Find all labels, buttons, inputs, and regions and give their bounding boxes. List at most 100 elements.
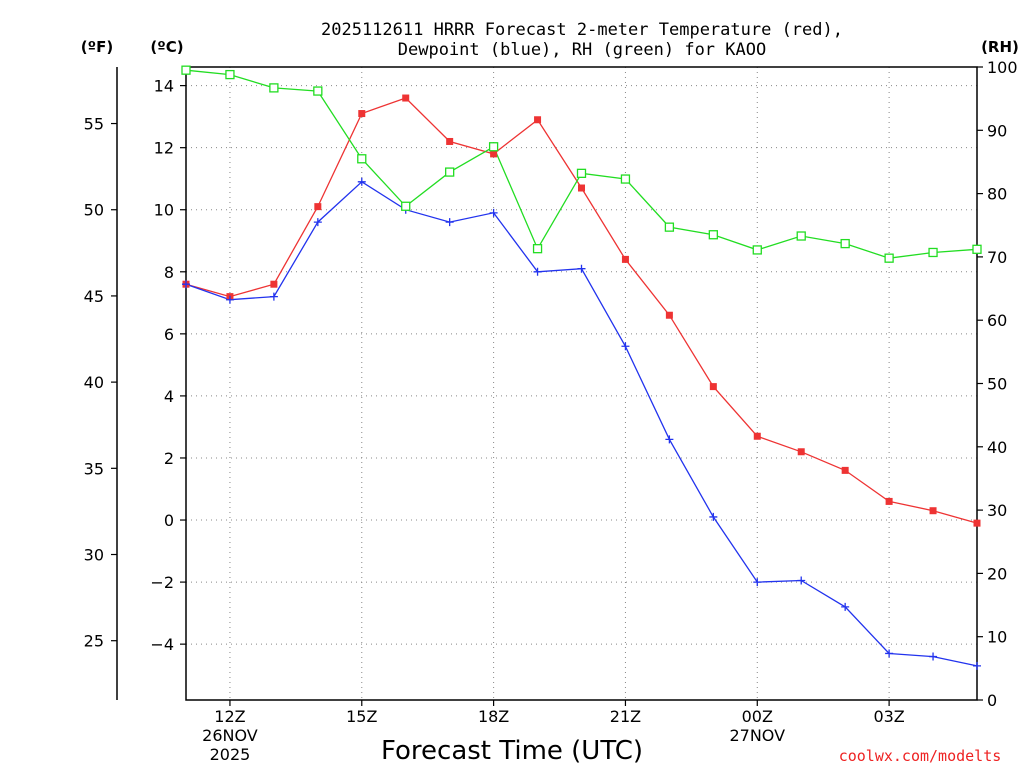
rh-point	[972, 244, 982, 254]
celsius-tick-label: 14	[154, 77, 174, 96]
dewpoint-point	[225, 295, 234, 304]
dewpoint-point	[182, 280, 190, 289]
temperature-point	[490, 150, 498, 158]
fahrenheit-tick-label: 30	[84, 546, 104, 565]
rh-tick-label: 40	[987, 438, 1007, 457]
temperature-point	[665, 311, 673, 319]
temperature-point	[797, 448, 805, 456]
celsius-tick-label: 2	[164, 449, 174, 468]
rh-point	[884, 253, 894, 263]
rh-point	[928, 247, 938, 258]
rh-point	[401, 201, 411, 211]
rh-tick-label: 0	[987, 691, 997, 710]
rh-tick-label: 60	[987, 311, 1007, 330]
x-tick-label: 21Z	[610, 707, 641, 726]
celsius-tick-label: 8	[164, 263, 174, 282]
rh-point	[752, 245, 762, 255]
temperature-point	[402, 94, 410, 102]
rh-tick-label: 20	[987, 564, 1007, 583]
dewpoint-point	[621, 342, 630, 351]
dewpoint-point	[753, 578, 762, 587]
rh-point	[664, 222, 675, 232]
grid-lines	[186, 67, 977, 700]
rh-point	[225, 69, 235, 80]
dewpoint-point	[489, 208, 498, 217]
temperature-point	[621, 255, 629, 263]
rh-point	[840, 238, 850, 249]
temperature-point	[929, 507, 937, 515]
fahrenheit-tick-label: 55	[84, 115, 104, 134]
dewpoint-point	[357, 177, 366, 186]
x-tick-label: 00Z	[742, 707, 773, 726]
temperature-point	[358, 110, 366, 118]
x-axis-title: Forecast Time (UTC)	[381, 736, 643, 766]
celsius-tick-label: 10	[154, 201, 174, 220]
dewpoint-line	[185, 180, 978, 667]
celsius-axis-unit: (ºC)	[150, 38, 183, 56]
temperature-point	[270, 280, 278, 288]
fahrenheit-tick-label: 35	[84, 459, 104, 478]
rh-tick-label: 70	[987, 248, 1007, 267]
rh-tick-label: 90	[987, 121, 1007, 140]
temperature-point	[709, 383, 717, 391]
temperature-point	[446, 137, 454, 145]
rh-point	[357, 154, 367, 164]
rh-point	[269, 83, 279, 93]
fahrenheit-tick-label: 40	[84, 373, 104, 392]
dewpoint-point	[269, 292, 278, 301]
temperature-point	[973, 519, 981, 527]
x-tick-label: 12Z	[214, 707, 245, 726]
chart-title-line-1: 2025112611 HRRR Forecast 2-meter Tempera…	[321, 20, 843, 40]
source-credit: coolwx.com/modelts	[839, 747, 1002, 765]
x-tick-date: 26NOV	[202, 726, 258, 745]
plot-frame	[185, 66, 978, 701]
dewpoint-point	[445, 218, 454, 227]
dewpoint-point	[797, 576, 806, 585]
x-tick-label: 18Z	[478, 707, 509, 726]
rh-tick-label: 50	[987, 375, 1007, 394]
temperature-point	[841, 466, 849, 474]
dewpoint-point	[841, 602, 850, 611]
fahrenheit-tick-label: 25	[84, 632, 104, 651]
rh-point	[313, 86, 323, 96]
rh-point	[620, 174, 631, 184]
dewpoint-point	[665, 435, 674, 444]
temperature-point	[534, 116, 542, 124]
rh-point	[488, 142, 499, 152]
temperature-line	[185, 97, 978, 524]
celsius-tick-label: 4	[164, 387, 174, 406]
rh-point	[796, 231, 806, 241]
temperature-point	[885, 497, 893, 505]
rh-point	[708, 230, 718, 240]
temperature-point	[314, 203, 322, 211]
series-markers	[181, 65, 982, 670]
rh-point	[576, 168, 587, 178]
dewpoint-point	[929, 652, 938, 661]
x-tick-year: 2025	[210, 745, 251, 764]
temperature-point	[753, 432, 761, 440]
rh-tick-label: 10	[987, 628, 1007, 647]
fahrenheit-axis-unit: (ºF)	[81, 38, 113, 56]
dewpoint-point	[533, 267, 542, 276]
x-tick-label: 15Z	[346, 707, 377, 726]
celsius-tick-label: 0	[164, 511, 174, 530]
rh-point	[181, 65, 191, 75]
rh-axis-unit: (RH)	[981, 38, 1019, 56]
axis-ticks-and-labels: 14121086420−2−45550454035302510090807060…	[84, 58, 1018, 764]
rh-point	[532, 244, 543, 254]
dewpoint-point	[709, 512, 718, 521]
dewpoint-point	[313, 218, 322, 227]
series-lines	[185, 69, 978, 667]
x-tick-label: 03Z	[873, 707, 904, 726]
rh-tick-label: 30	[987, 501, 1007, 520]
celsius-tick-label: −4	[150, 635, 174, 654]
celsius-tick-label: −2	[150, 573, 174, 592]
temperature-point	[578, 184, 585, 192]
dewpoint-point	[973, 661, 981, 670]
celsius-tick-label: 6	[164, 325, 174, 344]
fahrenheit-tick-label: 45	[84, 287, 104, 306]
celsius-tick-label: 12	[154, 139, 174, 158]
rh-tick-label: 80	[987, 185, 1007, 204]
x-tick-date: 27NOV	[729, 726, 785, 745]
